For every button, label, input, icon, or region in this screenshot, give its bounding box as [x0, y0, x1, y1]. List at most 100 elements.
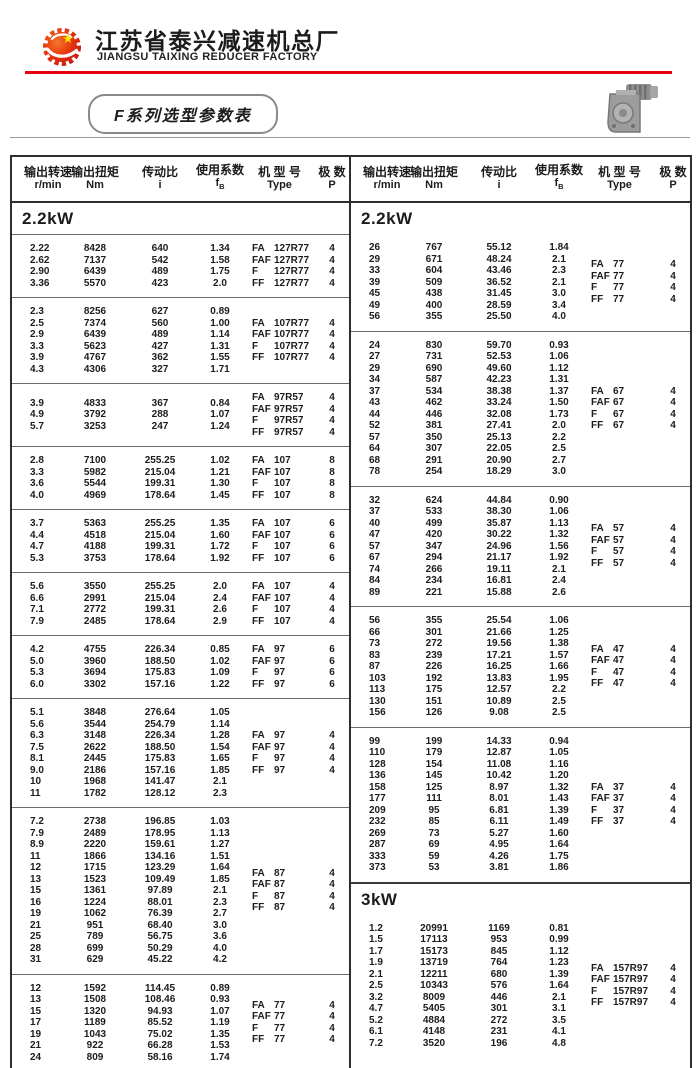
table-row: 64 307 22.05 2.5 [369, 443, 591, 455]
torque-value: 1592 [83, 982, 107, 994]
ratio-value: 108.46 [144, 994, 176, 1005]
type-prefix: FA [591, 385, 604, 397]
ratio-value: 55.12 [486, 242, 512, 253]
type-code: 47 [613, 678, 625, 690]
ratio-value: 231 [490, 1026, 508, 1037]
pole-count: 4 [670, 259, 676, 271]
torque-value: 809 [86, 1051, 104, 1063]
star-icon: ★ [62, 31, 74, 46]
ratio-value: 423 [151, 277, 169, 289]
ratio-value: 196 [490, 1037, 508, 1049]
torque-value: 179 [425, 747, 443, 758]
type-entry: FA 87 4 [252, 868, 343, 880]
torque-value: 53 [428, 862, 440, 873]
pole-count: 4 [670, 282, 676, 294]
table-row: 373 53 3.81 1.86 [369, 862, 591, 874]
type-prefix: F [591, 546, 598, 558]
selection-parameter-table: 输出转速 r/min 输出扭矩 Nm 传动比 i 使用系数 fB 机 型 号 [10, 155, 692, 1068]
pole-count: 4 [670, 962, 676, 974]
pole-count: 4 [329, 415, 335, 426]
torque-value: 3550 [83, 581, 107, 592]
table-row: 4.3 4306 327 1.71 [30, 364, 252, 376]
type-entry: FA 107 4 [252, 581, 343, 593]
type-code: 57 [613, 546, 625, 558]
table-row: 1.7 15173 845 1.12 [369, 946, 591, 958]
type-code: 97 [274, 644, 286, 655]
torque-value: 767 [425, 242, 443, 253]
factor-value: 1.65 [210, 753, 230, 764]
rpm-value: 27 [369, 351, 381, 362]
table-row: 5.2 4884 272 3.5 [369, 1015, 591, 1027]
rpm-value: 4.7 [30, 541, 44, 552]
rpm-value: 45 [369, 288, 381, 299]
table-row: 2.9 6439 489 1.14 [30, 329, 252, 341]
type-code: 107R77 [274, 340, 310, 352]
pole-count: 6 [329, 552, 335, 564]
factor-value: 2.0 [213, 581, 227, 592]
factor-value: 3.0 [213, 919, 227, 931]
type-code: 107 [274, 529, 291, 541]
ratio-value: 32.08 [486, 408, 512, 420]
type-code: 47 [613, 666, 625, 678]
factor-value: 2.3 [213, 787, 227, 799]
ratio-value: 109.49 [144, 873, 176, 885]
parameter-group: 3.9 4833 367 0.84 4.9 3792 288 1.07 5.7 3253 247 1.… [12, 383, 349, 446]
factor-value: 2.6 [552, 586, 566, 598]
factor-value: 1.27 [210, 839, 230, 850]
pole-count: 4 [670, 546, 676, 558]
factor-value: 2.4 [213, 592, 227, 604]
power-section: 2.2kW 26 767 55.12 1.84 29 671 48.24 2.1 33 604 43.… [351, 203, 690, 882]
torque-value: 690 [425, 362, 443, 374]
ratio-value: 10.42 [486, 770, 512, 781]
rpm-value: 12 [30, 862, 42, 873]
factor-value: 1.12 [549, 945, 569, 957]
type-entry: F 37 4 [591, 805, 684, 817]
torque-value: 731 [425, 351, 443, 362]
factor-value: 1.51 [210, 850, 230, 862]
torque-value: 17113 [420, 934, 448, 945]
ratio-value: 9.08 [489, 707, 509, 718]
type-code: 107 [274, 478, 291, 489]
torque-value: 10343 [420, 980, 448, 991]
table-row: 110 179 12.87 1.05 [369, 747, 591, 759]
table-row: 2.5 10343 576 1.64 [369, 980, 591, 992]
rpm-value: 5.1 [30, 707, 44, 718]
type-prefix: FA [252, 392, 265, 403]
pole-count: 4 [670, 678, 676, 690]
type-entry: FF 97 4 [252, 765, 343, 777]
type-entry: F 97 6 [252, 667, 343, 679]
type-code: 97 [274, 753, 286, 764]
rpm-value: 12 [30, 982, 42, 994]
pole-count: 4 [329, 890, 335, 902]
ratio-value: 288 [151, 409, 169, 421]
rpm-value: 10 [30, 776, 42, 787]
torque-value: 951 [86, 919, 104, 931]
torque-value: 420 [425, 529, 443, 540]
torque-value: 3520 [422, 1037, 446, 1049]
rpm-value: 232 [369, 816, 386, 827]
torque-value: 192 [425, 672, 443, 684]
rpm-value: 5.3 [30, 667, 44, 678]
torque-value: 499 [425, 517, 443, 529]
pole-count: 4 [670, 420, 676, 431]
table-row: 12 1592 114.45 0.89 [30, 983, 252, 995]
torque-value: 7137 [83, 254, 107, 266]
table-row: 27 731 52.53 1.06 [369, 351, 591, 363]
ratio-value: 255.25 [144, 581, 176, 592]
rpm-value: 16 [30, 896, 42, 908]
torque-value: 5982 [83, 466, 107, 478]
ratio-value: 178.64 [144, 615, 176, 627]
rpm-value: 3.6 [30, 478, 44, 489]
table-row: 7.9 2489 178.95 1.13 [30, 828, 252, 840]
torque-value: 4833 [83, 397, 107, 409]
ratio-value: 276.64 [144, 707, 176, 718]
type-entry: F 47 4 [591, 667, 684, 679]
type-prefix: F [591, 282, 598, 294]
parameter-group: 5.6 3550 255.25 2.0 6.6 2991 215.04 2.4 7.1 2772 1… [12, 572, 349, 635]
rpm-value: 2.22 [30, 243, 50, 254]
type-code: 87 [274, 867, 286, 879]
table-row: 4.0 4969 178.64 1.45 [30, 490, 252, 502]
type-prefix: FA [252, 644, 265, 655]
torque-value: 5544 [83, 478, 107, 489]
factor-value: 1.53 [210, 1040, 230, 1051]
